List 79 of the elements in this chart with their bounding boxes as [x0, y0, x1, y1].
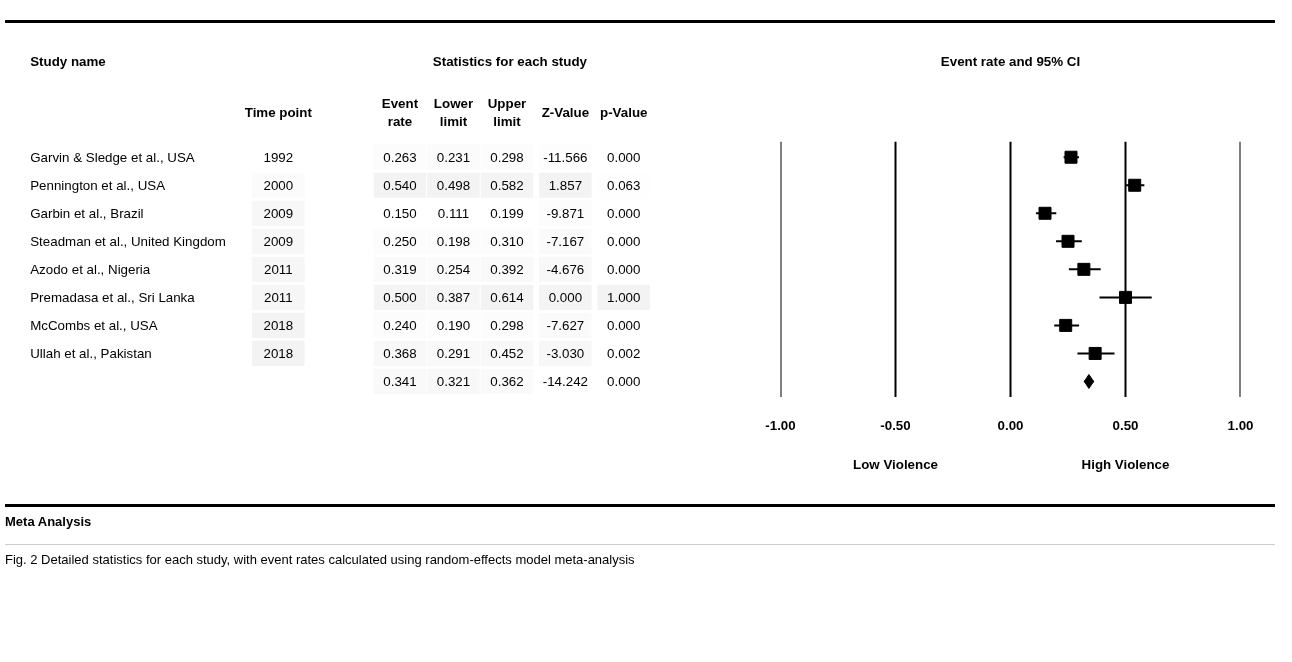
x-tick-label: -1.00 [765, 417, 796, 433]
data-label: 0.000 [607, 205, 641, 221]
data-label: 0.198 [436, 233, 471, 249]
data-label: 2011 [264, 289, 293, 305]
data-label: 0.368 [383, 345, 417, 361]
x-tick-label: Upper limit [487, 95, 527, 129]
data-label: 0.291 [436, 345, 471, 361]
data-label: 0.240 [383, 317, 417, 333]
y-tick-label: Premadasa et al., Sri Lanka [30, 289, 196, 305]
y-tick-label: Ullah et al., Pakistan [30, 345, 152, 361]
data-label: 0.392 [490, 261, 524, 277]
x-tick-label: 0.00 [997, 417, 1024, 433]
text: Low Violence [853, 456, 938, 472]
data-label: 0.231 [436, 149, 471, 165]
chart-title: Event rate and 95% CI [940, 54, 1081, 70]
data-label: 0.254 [436, 261, 471, 277]
y-tick-label: Steadman et al., United Kingdom [30, 233, 226, 249]
data-label: 0.321 [436, 373, 471, 389]
data-label: 0.540 [383, 177, 417, 193]
data-label: 0.190 [436, 317, 471, 333]
x-tick-label: 0.50 [1112, 417, 1139, 433]
data-label: 0.199 [490, 205, 524, 221]
data-label: 0.319 [383, 261, 417, 277]
data-label: 0.310 [490, 233, 524, 249]
data-label: 2018 [263, 345, 294, 361]
data-label: 0.000 [607, 373, 641, 389]
data-label: 1.857 [548, 177, 583, 193]
data-label: 1.000 [607, 289, 641, 305]
x-tick-label: 1.00 [1227, 417, 1254, 433]
data-label: 1992 [263, 149, 294, 165]
data-label: -7.167 [546, 233, 585, 249]
data-label: 0.298 [490, 149, 524, 165]
data-label: 0.500 [383, 289, 417, 305]
data-label: 0.298 [490, 317, 524, 333]
y-tick-label: Garbin et al., Brazil [30, 205, 144, 221]
data-label: 2011 [264, 261, 293, 277]
data-label: 0.250 [383, 233, 417, 249]
x-tick-label: -0.50 [880, 417, 911, 433]
data-label: -3.030 [546, 345, 585, 361]
data-label: 2000 [263, 177, 294, 193]
caption: Fig. 2 Detailed statistics for each study, with event rates calculated using random-effects model meta-analysis [5, 551, 635, 569]
data-label: 0.498 [436, 177, 471, 193]
x-tick-label: Lower limit [433, 95, 474, 129]
data-label: 0.000 [548, 289, 583, 305]
y-tick-label: Pennington et al., USA [30, 177, 166, 193]
data-label: -14.242 [542, 373, 588, 389]
y-tick-label: Azodo et al., Nigeria [30, 261, 151, 277]
data-label: -4.676 [546, 261, 585, 277]
data-label: 2009 [263, 233, 294, 249]
chart-title: Statistics for each study [432, 54, 588, 70]
data-label: -11.566 [543, 149, 588, 165]
data-label: 0.000 [607, 233, 641, 249]
data-label: 0.063 [607, 177, 641, 193]
y-tick-label: Garvin & Sledge et al., USA [30, 149, 195, 165]
x-tick-label: Time point [244, 104, 313, 120]
text: Meta Analysis [5, 513, 92, 531]
x-tick-label: Z-Value [541, 104, 590, 120]
data-label: 0.000 [607, 261, 641, 277]
data-label: 0.614 [490, 289, 525, 305]
x-tick-label: Event rate [381, 95, 419, 129]
data-label: 0.150 [383, 205, 417, 221]
data-label: 0.111 [437, 205, 470, 221]
data-label: -7.627 [546, 317, 585, 333]
y-axis-title: Study name [30, 54, 106, 70]
data-label: 0.362 [490, 373, 524, 389]
data-label: 0.000 [607, 149, 641, 165]
x-tick-label: p-Value [600, 104, 648, 120]
y-tick-label: McCombs et al., USA [30, 317, 158, 333]
data-label: -9.871 [546, 205, 585, 221]
data-label: 0.452 [490, 345, 524, 361]
text: High Violence [1081, 456, 1170, 472]
data-label: 0.263 [383, 149, 417, 165]
data-label: 0.341 [383, 373, 417, 389]
data-label: 2018 [263, 317, 294, 333]
data-label: 0.002 [607, 345, 641, 361]
data-label: 0.582 [490, 177, 524, 193]
data-label: 2009 [263, 205, 294, 221]
data-label: 0.387 [436, 289, 471, 305]
data-label: 0.000 [607, 317, 641, 333]
